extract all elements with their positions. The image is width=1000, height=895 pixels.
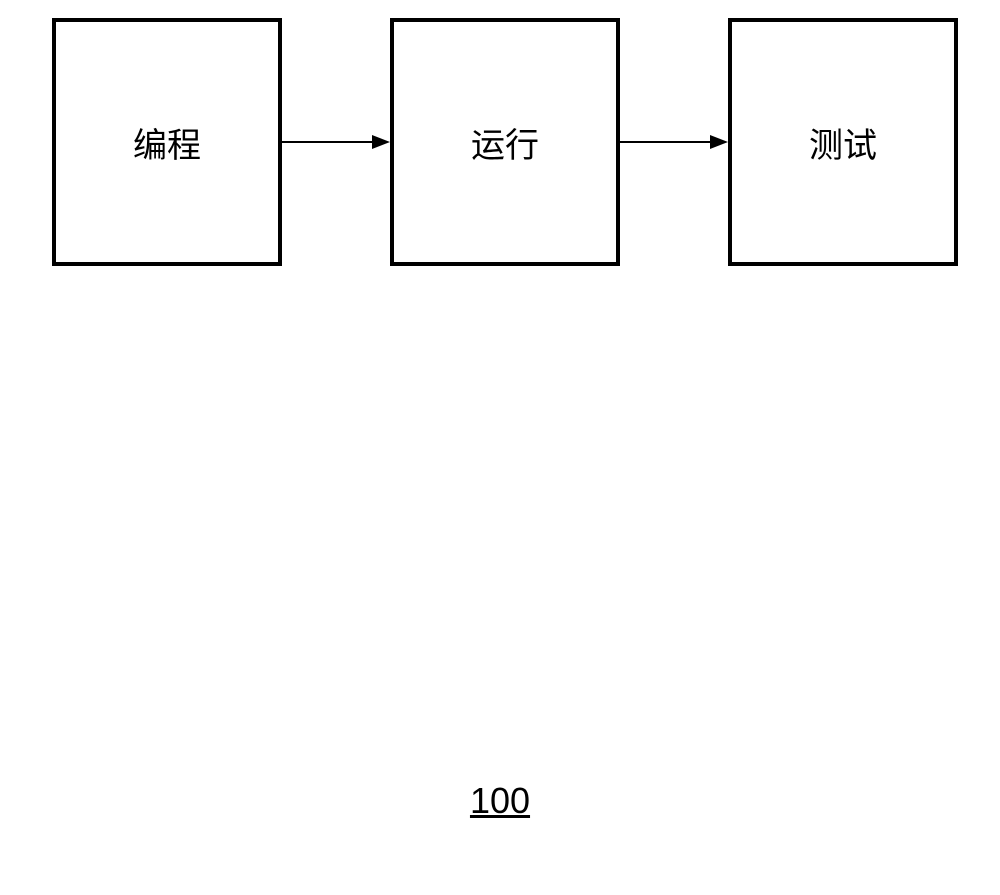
- edge-2: [620, 128, 728, 156]
- node-run: 运行: [390, 18, 620, 266]
- node-test: 测试: [728, 18, 958, 266]
- flowchart: 编程 运行 测试 100: [0, 0, 1000, 895]
- edge-1: [282, 128, 390, 156]
- node-test-label: 测试: [809, 118, 877, 167]
- figure-number: 100: [470, 780, 530, 822]
- node-run-label: 运行: [471, 118, 539, 167]
- node-program: 编程: [52, 18, 282, 266]
- node-program-label: 编程: [133, 118, 201, 167]
